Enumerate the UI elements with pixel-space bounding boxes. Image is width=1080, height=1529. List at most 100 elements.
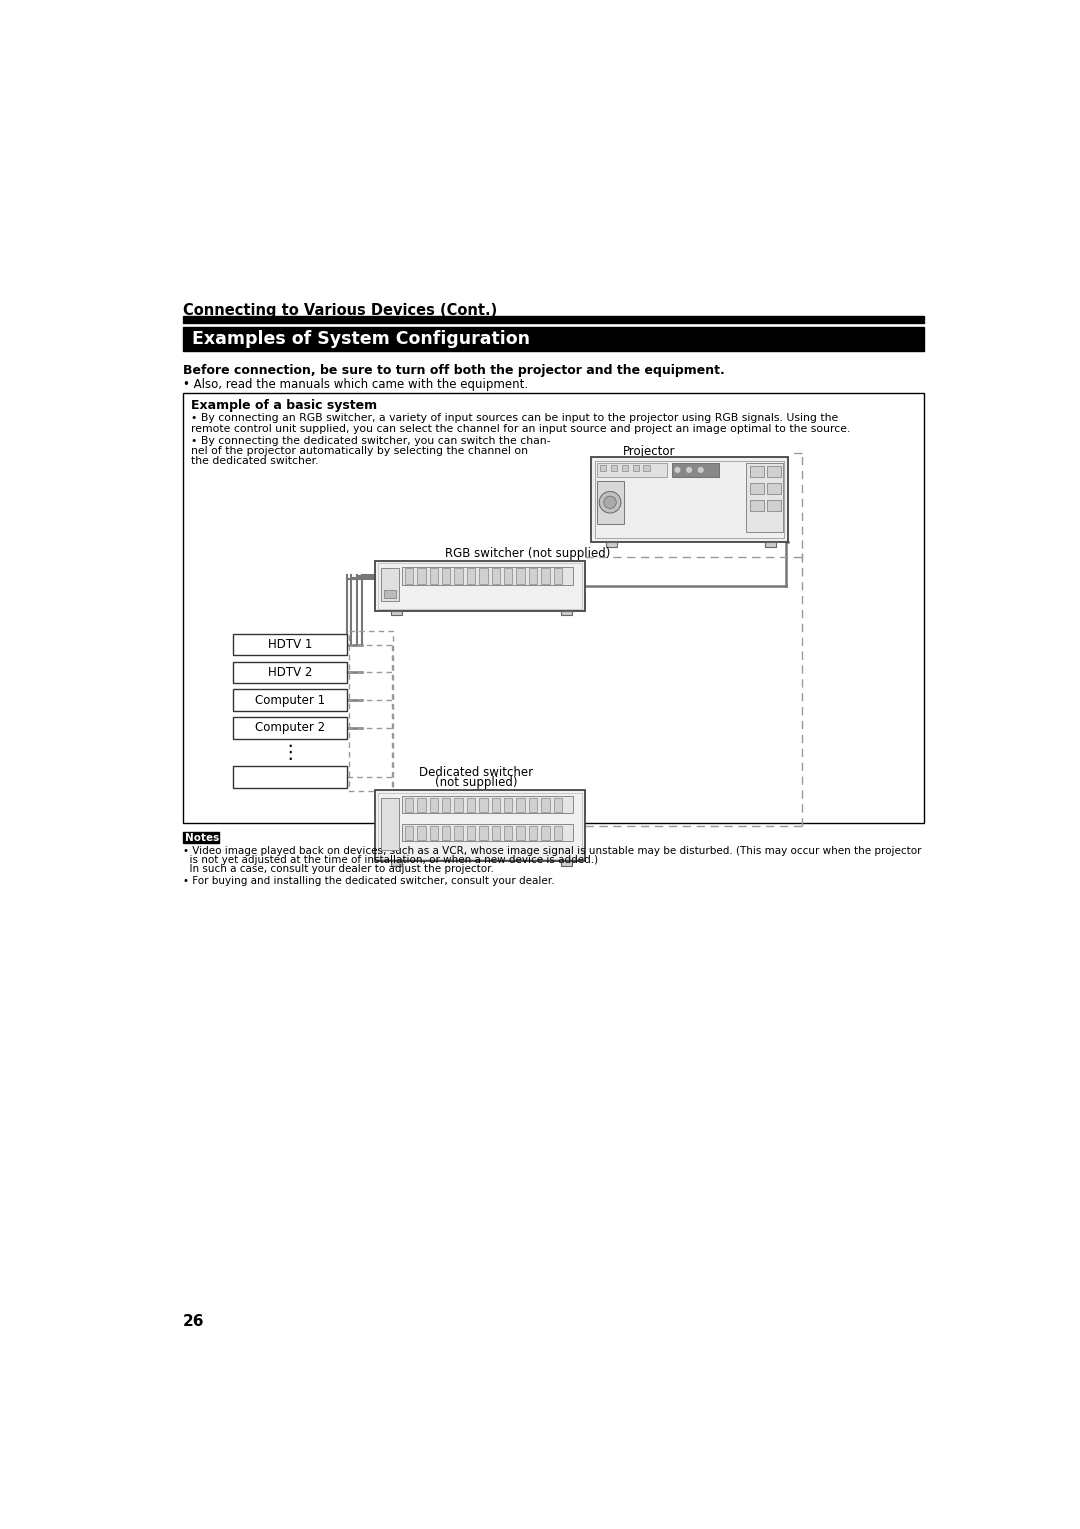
Bar xyxy=(430,798,438,812)
Bar xyxy=(183,832,218,842)
Bar xyxy=(672,463,718,477)
Bar xyxy=(183,321,924,323)
Text: In such a case, consult your dealer to adjust the projector.: In such a case, consult your dealer to a… xyxy=(183,864,494,875)
Bar xyxy=(467,826,475,839)
Text: • By connecting an RGB switcher, a variety of input sources can be input to the : • By connecting an RGB switcher, a varie… xyxy=(191,413,838,424)
Bar xyxy=(745,463,783,532)
Bar xyxy=(504,569,512,584)
Bar xyxy=(529,798,537,812)
Bar xyxy=(480,826,488,839)
Bar xyxy=(491,798,500,812)
Text: Connecting to Various Devices (Cont.): Connecting to Various Devices (Cont.) xyxy=(183,303,497,318)
Bar xyxy=(541,798,550,812)
Bar xyxy=(504,826,512,839)
Text: is not yet adjusted at the time of installation, or when a new device is added.): is not yet adjusted at the time of insta… xyxy=(183,855,598,865)
Bar xyxy=(183,327,924,352)
Bar xyxy=(232,690,348,711)
Bar xyxy=(767,466,781,477)
Bar xyxy=(562,861,572,865)
Bar xyxy=(491,569,500,584)
Bar xyxy=(405,569,414,584)
Bar xyxy=(403,824,572,841)
Bar xyxy=(554,798,562,812)
Bar xyxy=(455,826,463,839)
Bar xyxy=(375,790,584,861)
Circle shape xyxy=(599,491,621,514)
Text: Projector: Projector xyxy=(623,445,676,459)
Bar xyxy=(600,465,606,471)
Bar xyxy=(750,500,764,511)
Bar xyxy=(554,569,562,584)
Bar xyxy=(378,563,582,609)
Bar xyxy=(417,569,426,584)
Text: (not supplied): (not supplied) xyxy=(435,775,517,789)
Bar xyxy=(381,569,399,601)
Bar xyxy=(455,798,463,812)
Bar xyxy=(375,561,584,610)
Bar xyxy=(767,500,781,511)
Text: • For buying and installing the dedicated switcher, consult your dealer.: • For buying and installing the dedicate… xyxy=(183,876,554,887)
Text: nel of the projector automatically by selecting the channel on: nel of the projector automatically by se… xyxy=(191,446,528,456)
Text: ⋮: ⋮ xyxy=(280,743,300,761)
Bar xyxy=(597,482,624,524)
Bar xyxy=(611,465,617,471)
Bar xyxy=(232,717,348,739)
Text: Computer 1: Computer 1 xyxy=(255,694,325,706)
Bar xyxy=(633,465,638,471)
Bar xyxy=(378,792,582,859)
Bar xyxy=(622,465,627,471)
Bar xyxy=(765,541,775,547)
Bar xyxy=(529,826,537,839)
Text: RGB switcher (not supplied): RGB switcher (not supplied) xyxy=(445,547,610,560)
Bar xyxy=(381,798,399,850)
Bar xyxy=(455,569,463,584)
Bar xyxy=(403,567,572,586)
Bar xyxy=(750,483,764,494)
Bar xyxy=(183,317,924,320)
Bar xyxy=(562,610,572,616)
Text: the dedicated switcher.: the dedicated switcher. xyxy=(191,456,319,466)
Text: Before connection, be sure to turn off both the projector and the equipment.: Before connection, be sure to turn off b… xyxy=(183,364,725,376)
Bar xyxy=(405,798,414,812)
Bar xyxy=(442,826,450,839)
Text: • Also, read the manuals which came with the equipment.: • Also, read the manuals which came with… xyxy=(183,378,528,390)
Bar xyxy=(554,826,562,839)
Bar xyxy=(442,798,450,812)
Text: remote control unit supplied, you can select the channel for an input source and: remote control unit supplied, you can se… xyxy=(191,424,850,434)
Text: • By connecting the dedicated switcher, you can switch the chan-: • By connecting the dedicated switcher, … xyxy=(191,436,551,446)
Bar xyxy=(516,826,525,839)
Bar xyxy=(767,483,781,494)
Bar xyxy=(591,457,788,541)
Bar xyxy=(750,466,764,477)
Bar xyxy=(529,569,537,584)
Circle shape xyxy=(687,468,691,472)
Text: • Video image played back on devices, such as a VCR, whose image signal is unsta: • Video image played back on devices, su… xyxy=(183,846,921,856)
Bar xyxy=(480,569,488,584)
Bar xyxy=(491,826,500,839)
Bar xyxy=(467,569,475,584)
Circle shape xyxy=(604,495,617,509)
Bar xyxy=(430,569,438,584)
Bar xyxy=(183,393,924,823)
Text: 26: 26 xyxy=(183,1313,204,1329)
Bar xyxy=(595,460,784,538)
Bar xyxy=(442,569,450,584)
Bar xyxy=(467,798,475,812)
Bar xyxy=(516,569,525,584)
Bar xyxy=(232,662,348,683)
Bar xyxy=(417,798,426,812)
Bar xyxy=(383,590,396,598)
Bar xyxy=(516,798,525,812)
Text: Examples of System Configuration: Examples of System Configuration xyxy=(192,330,530,349)
Bar xyxy=(417,826,426,839)
Text: HDTV 1: HDTV 1 xyxy=(268,638,312,651)
Bar xyxy=(541,826,550,839)
Text: Dedicated switcher: Dedicated switcher xyxy=(419,766,534,778)
Bar xyxy=(232,766,348,787)
Bar xyxy=(391,861,402,865)
Bar xyxy=(504,798,512,812)
Bar xyxy=(541,569,550,584)
Bar xyxy=(232,635,348,656)
Bar xyxy=(597,463,666,477)
Text: Example of a basic system: Example of a basic system xyxy=(191,399,377,413)
